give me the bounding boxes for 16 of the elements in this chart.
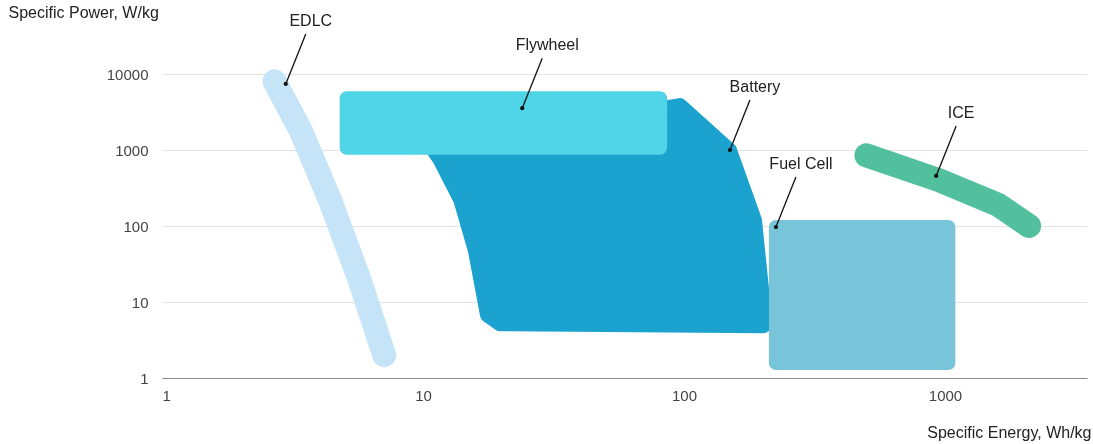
- x-axis-title: Specific Energy, Wh/kg: [927, 423, 1092, 441]
- y-tick-label: 1000: [115, 141, 149, 159]
- y-tick-label: 1: [140, 369, 149, 387]
- x-tick-label: 100: [671, 386, 698, 404]
- annotation: Battery: [729, 78, 781, 95]
- y-tick-label: 10000: [106, 65, 149, 83]
- annotation: ICE: [947, 103, 975, 121]
- annotation: EDLC: [289, 11, 333, 29]
- y-axis-title: Specific Power, W/kg: [8, 3, 159, 21]
- annotation: Flywheel: [515, 36, 579, 54]
- annotation: Fuel Cell: [769, 155, 833, 173]
- x-tick-label: 1000: [928, 386, 963, 404]
- y-tick-label: 100: [123, 217, 149, 235]
- y-tick-label: 10: [131, 293, 149, 311]
- x-tick-label: 10: [415, 386, 432, 404]
- x-tick-label: 1: [162, 386, 171, 404]
